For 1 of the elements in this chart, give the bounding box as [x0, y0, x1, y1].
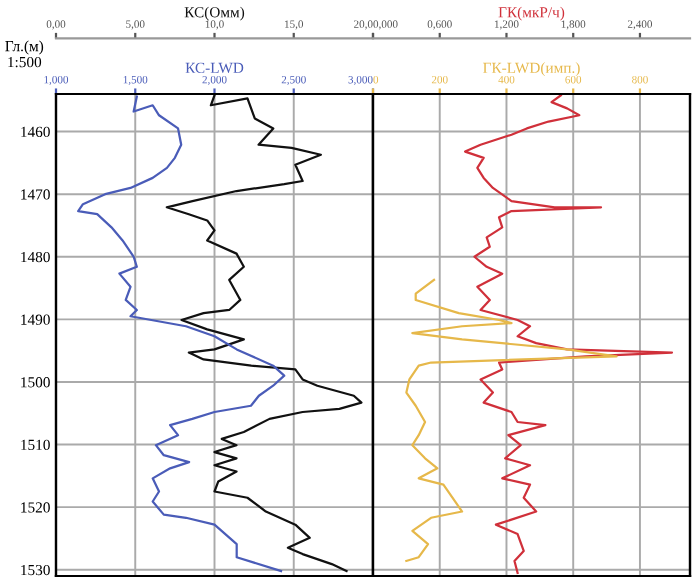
- line-series: [165, 94, 363, 573]
